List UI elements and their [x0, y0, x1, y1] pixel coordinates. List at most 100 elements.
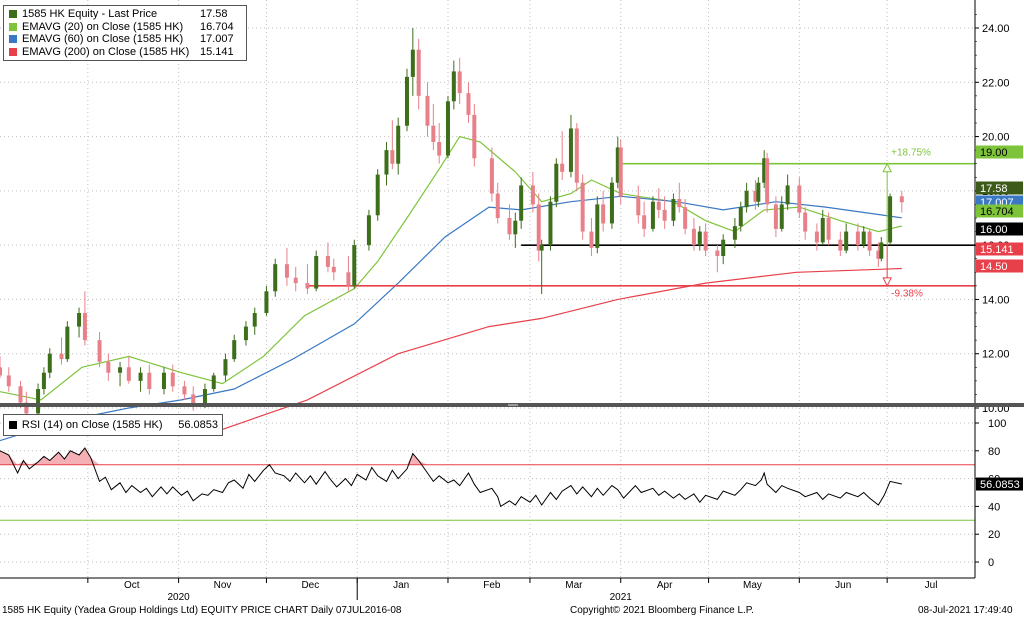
legend-name-ema60: EMAVG (60) on Close (1585 HK) [22, 33, 184, 46]
month-label: Apr [657, 580, 673, 591]
candle-body [855, 231, 860, 246]
candle-body [59, 353, 64, 360]
candle-body [161, 372, 166, 389]
candle-body [410, 49, 415, 77]
candle-body [650, 201, 655, 229]
candle-body [844, 231, 849, 251]
footer-right: 08-Jul-2021 17:49:40 [918, 605, 1013, 616]
candle-body [202, 389, 207, 406]
candle-body [47, 353, 52, 373]
legend-name-rsi: RSI (14) on Close (1585 HK) [21, 419, 163, 431]
x-axis: Oct Nov Dec Jan Feb Mar Apr May Jun Jul 2020 2021 [87, 578, 938, 603]
rsi-ytick-label: 20 [988, 529, 1000, 541]
legend-row-rsi: RSI (14) on Close (1585 HK) 56.0853 [4, 417, 222, 433]
legend-swatch-ema60 [9, 35, 17, 44]
rsi-line [0, 447, 902, 508]
candle-body [560, 163, 565, 172]
candle-body [416, 49, 421, 96]
candles [0, 28, 904, 422]
candle-body [756, 182, 761, 202]
candle-body [601, 204, 606, 224]
candle-body [721, 239, 726, 256]
price-ytick-label: 12.00 [982, 349, 1010, 361]
candle-body [243, 326, 248, 341]
candle-body [390, 150, 395, 164]
legend-name-last-price: 1585 HK Equity - Last Price [22, 8, 158, 21]
candle-body [803, 212, 808, 232]
candle-body [82, 313, 87, 341]
candle-body [489, 158, 494, 194]
candle-body [642, 215, 647, 229]
rsi-tag-label: 56.0853 [980, 479, 1020, 491]
candle-body [147, 372, 152, 389]
projection-up-arrow-head [882, 162, 892, 173]
candle-body [36, 389, 41, 414]
candle-body [138, 372, 143, 381]
candle-body [574, 128, 579, 183]
month-label: May [743, 580, 762, 591]
price-tag-bg [976, 204, 1023, 218]
candle-body [683, 207, 688, 229]
candle-body [24, 402, 29, 414]
price-legend: 1585 HK Equity - Last Price 17.58 EMAVG … [3, 5, 247, 61]
legend-swatch-ema200 [9, 47, 17, 56]
candle-body [838, 239, 843, 251]
candle-body [618, 147, 623, 197]
candle-body [765, 158, 770, 205]
price-ytick-label: 14.00 [982, 294, 1010, 306]
candle-body [785, 185, 790, 205]
candle-body [762, 158, 767, 183]
candle-body [284, 264, 289, 278]
month-label: Nov [214, 580, 232, 591]
candle-body [861, 231, 866, 246]
panel-separator-grip [508, 404, 518, 406]
year-label: 2021 [610, 592, 633, 603]
candle-body [0, 367, 2, 376]
candle-body [820, 218, 825, 243]
candle-body [182, 386, 187, 395]
rsi-overbought-fill [0, 448, 902, 465]
percent-annotation: +18.75% [891, 148, 931, 159]
candle-body [888, 196, 893, 243]
candle-body [732, 226, 737, 240]
rsi-ytick-label: 0 [988, 557, 994, 569]
candle-body [677, 199, 682, 208]
price-tag-label: 17.58 [980, 183, 1008, 195]
candle-body [325, 256, 330, 267]
candle-body [554, 163, 559, 202]
candle-body [495, 193, 500, 218]
candle-body [396, 125, 401, 164]
candle-body [466, 93, 471, 115]
month-label: Jul [925, 580, 938, 591]
candle-body [437, 142, 442, 156]
candle-body [445, 101, 450, 156]
rsi-tag-bg [976, 477, 1023, 491]
price-tag-label: 19.00 [980, 147, 1008, 159]
legend-row-ema200: EMAVG (200) on Close (1585 HK) 15.141 [4, 46, 246, 59]
candle-body [18, 386, 23, 403]
candle-body [779, 204, 784, 229]
legend-value-ema20: 16.704 [200, 20, 234, 33]
rsi-ytick-label: 100 [988, 418, 1006, 430]
candle-body [691, 228, 696, 246]
candle-body [384, 150, 389, 175]
footer-center: Copyright© 2021 Bloomberg Finance L.P. [570, 605, 754, 616]
candle-body [211, 375, 216, 389]
candle-body [451, 71, 456, 102]
candle-body [352, 245, 357, 286]
candle-body [867, 231, 872, 251]
year-label: 2020 [167, 592, 190, 603]
candle-body [331, 266, 336, 273]
candle-body [425, 95, 430, 126]
candle-body [223, 359, 228, 376]
candle-body [615, 147, 620, 183]
month-label: Dec [301, 580, 319, 591]
candle-body [814, 231, 819, 243]
candle-body [539, 245, 544, 251]
candle-body [346, 272, 351, 286]
legend-name-ema200: EMAVG (200) on Close (1585 HK) [22, 45, 190, 58]
month-gridlines [87, 0, 888, 578]
